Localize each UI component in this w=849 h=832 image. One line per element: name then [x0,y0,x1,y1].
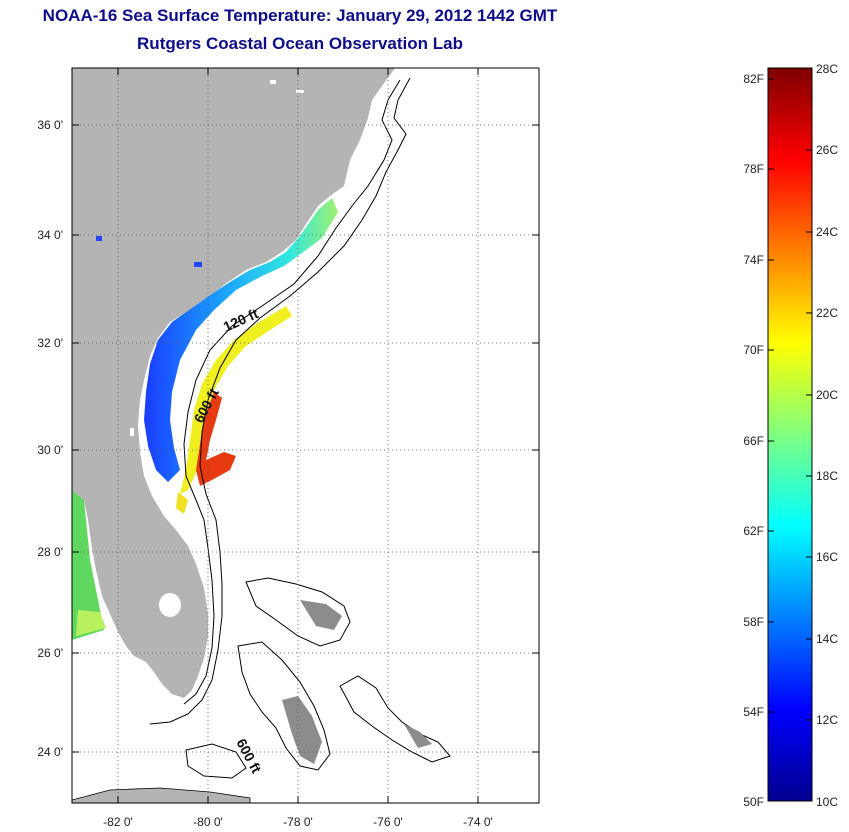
colorbar-f-label: 82F [743,72,764,86]
inland-lake [130,428,134,436]
colorbar-c-label: 22C [816,306,838,320]
cuba-coast [72,787,251,803]
colorbar-c-label: 24C [816,225,838,239]
colorbar-f-label: 66F [743,434,764,448]
us-mainland [72,68,395,698]
contour-120ft [183,79,401,705]
inland-lake [194,262,202,267]
colorbar-c-label: 14C [816,632,838,646]
map-border [71,67,540,804]
sst-patch-south [176,492,188,514]
lon-label: -76 0' [373,815,403,829]
gulf-stream-warm-band [180,306,292,494]
andros-island [282,696,322,764]
lon-label: -80 0' [193,815,223,829]
lat-label: 36 0' [37,118,63,132]
colorbar-f-label: 58F [743,615,764,629]
grand-bahama-island [300,600,342,630]
gulf-sst-warm [76,610,106,636]
colorbar-ticks [768,78,812,721]
map-grid [72,68,539,803]
inland-lake [296,90,304,93]
lon-label: -74 0' [463,815,493,829]
colorbar-f-label: 78F [743,162,764,176]
inland-lake [270,80,276,84]
colorbar-f-label: 74F [743,253,764,267]
colorbar-c-label: 10C [816,795,838,809]
cay-sal-bank [185,743,247,779]
sst-colorbar [767,67,813,802]
lon-label: -82 0' [103,815,133,829]
colorbar-f-label: 70F [743,343,764,357]
lake-okeechobee [159,593,181,617]
lat-label: 34 0' [37,228,63,242]
colorbar-c-label: 26C [816,143,838,157]
gulf-stream-core [196,392,236,486]
lat-label: 24 0' [37,745,63,759]
contour-600ft [149,77,411,725]
colorbar-c-label: 16C [816,550,838,564]
lat-label: 26 0' [37,646,63,660]
lat-label: 30 0' [37,443,63,457]
colorbar-f-label: 62F [743,524,764,538]
colorbar-f-label: 54F [743,705,764,719]
colorbar-c-label: 20C [816,388,838,402]
gulf-sst-region [72,490,104,640]
colorbar-c-label: 12C [816,713,838,727]
colorbar-c-label: 28C [816,62,838,76]
inland-lake [96,236,102,241]
eleuthera-island [404,724,432,748]
map-subtitle: Rutgers Coastal Ocean Observation Lab [137,34,463,53]
lat-label: 32 0' [37,336,63,350]
axis-ticks [72,68,539,803]
map-title: NOAA-16 Sea Surface Temperature: January… [42,6,558,25]
colorbar-f-label: 50F [743,795,764,809]
colorbar-c-label: 18C [816,469,838,483]
lat-label: 28 0' [37,545,63,559]
atlantic-sst-band [144,198,338,482]
lon-label: -78 0' [283,815,313,829]
